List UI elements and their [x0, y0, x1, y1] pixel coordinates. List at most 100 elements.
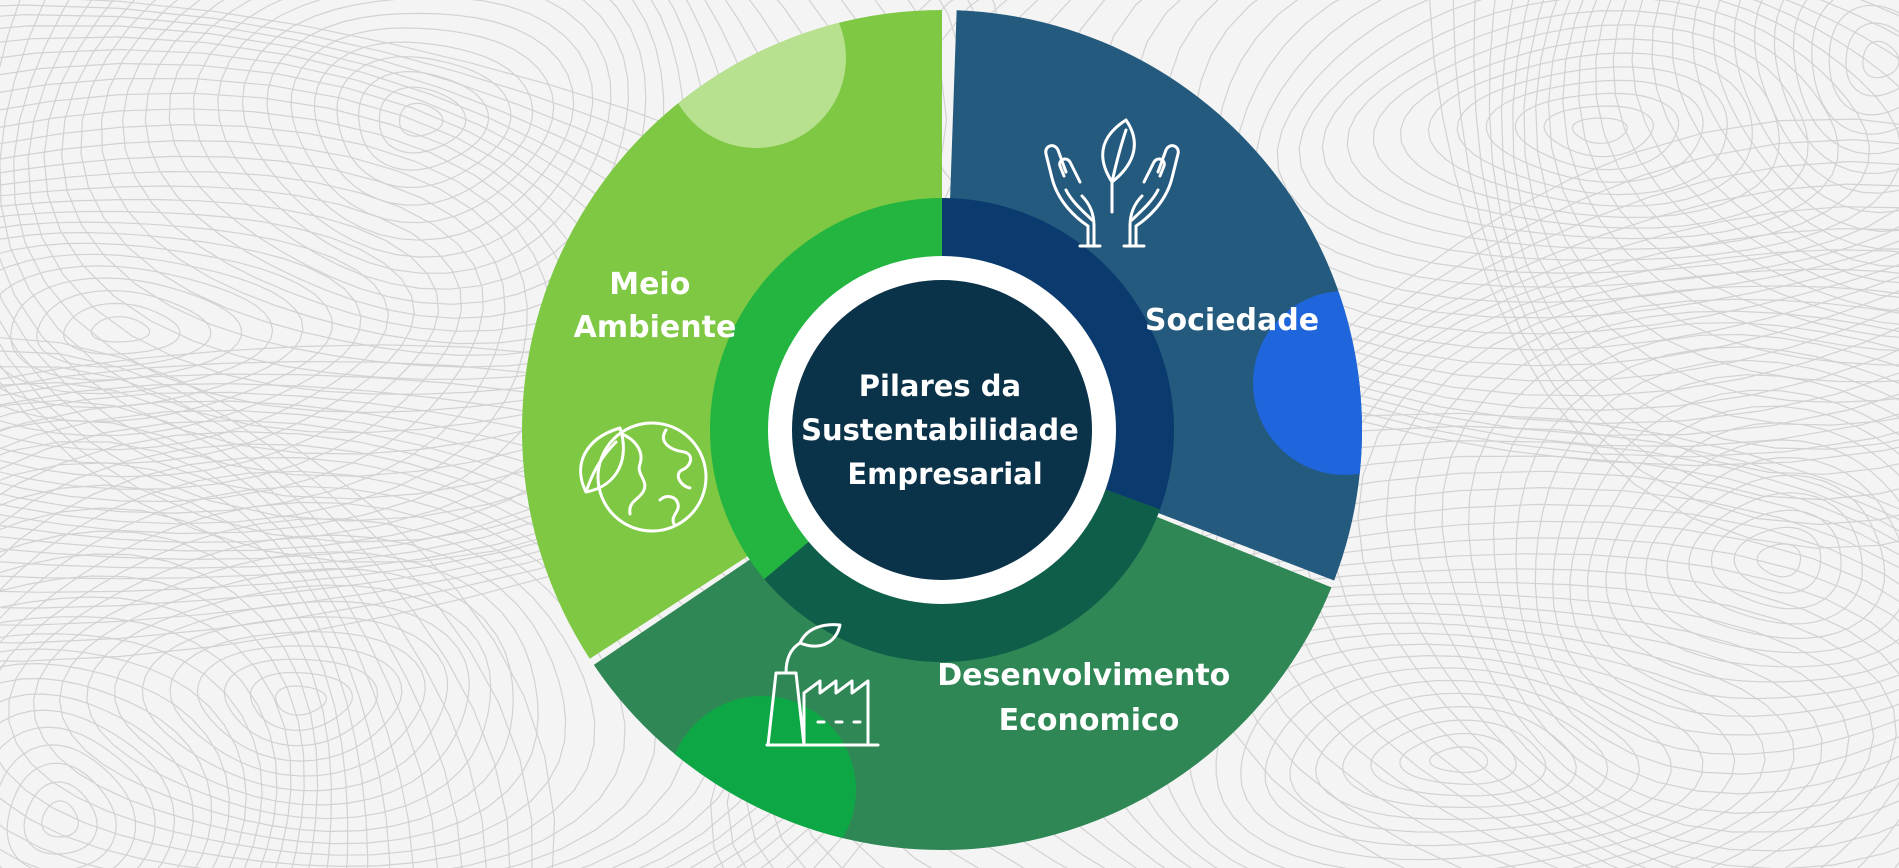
- contour-line: [192, 0, 630, 290]
- contour-line: [1321, 0, 1871, 250]
- label-meio-ambiente-line-1: Meio: [609, 267, 690, 302]
- contour-line: [1666, 474, 1886, 640]
- contour-line: [168, 0, 647, 305]
- contour-line: [0, 693, 194, 868]
- contour-line: [0, 36, 774, 593]
- contour-line: [1385, 285, 1899, 868]
- label-desenvolvimento-economico-line-1: Desenvolvimento: [937, 658, 1230, 693]
- contour-line: [0, 501, 626, 868]
- contour-line: [1792, 0, 1899, 155]
- contour-line: [0, 185, 462, 490]
- contour-line: [1733, 526, 1822, 594]
- contour-line: [0, 48, 735, 580]
- contour-line: [0, 616, 278, 868]
- contour-line: [0, 709, 176, 868]
- contour-line: [141, 616, 449, 792]
- contour-line: [1399, 733, 1517, 785]
- contour-line: [0, 553, 319, 868]
- contour-line: [0, 108, 586, 544]
- contour-line: [58, 567, 514, 833]
- contour-line: [1264, 667, 1672, 847]
- contour-line: [1255, 0, 1899, 288]
- contour-line: [1595, 0, 1899, 325]
- contour-line: [1586, 405, 1899, 700]
- contour-line: [169, 631, 426, 777]
- contour-line: [0, 62, 696, 569]
- contour-line: [1845, 22, 1899, 97]
- label-meio-ambiente-line-2: Ambiente: [574, 310, 737, 345]
- contour-line: [0, 648, 247, 868]
- contour-line: [1500, 0, 1899, 450]
- contour-line: [1429, 0, 1899, 549]
- contour-line: [1357, 268, 1899, 868]
- contour-line: [0, 337, 556, 868]
- contour-line: [313, 41, 534, 206]
- contour-line: [1535, 0, 1899, 383]
- contour-line: [90, 316, 151, 343]
- contour-line: [1569, 389, 1899, 717]
- contour-line: [1534, 359, 1899, 755]
- contour-line: [1315, 692, 1609, 821]
- contour-line: [0, 4, 882, 644]
- contour-line: [1399, 38, 1781, 219]
- contour-line: [0, 677, 213, 868]
- contour-line: [223, 658, 379, 747]
- contour-line: [1710, 509, 1842, 610]
- contour-line: [0, 265, 274, 395]
- contour-line: [1235, 0, 1899, 303]
- contour-line: [1631, 0, 1899, 298]
- contour-line: [23, 781, 98, 855]
- contour-line: [1276, 0, 1899, 274]
- contour-line: [0, 123, 554, 535]
- contour-line: [0, 443, 750, 868]
- contour-line: [357, 70, 490, 171]
- contour-line: [1523, 0, 1899, 404]
- contour-line: [1543, 105, 1654, 158]
- contour-line: [1346, 10, 1839, 240]
- contour-line: [1277, 206, 1899, 868]
- contour-line: [0, 485, 657, 868]
- contour-line: [0, 662, 230, 868]
- contour-line: [0, 77, 658, 561]
- contour-line: [1492, 333, 1899, 795]
- contour-line: [0, 430, 779, 868]
- hands-plant-icon: [1044, 118, 1180, 248]
- contour-line: [0, 210, 415, 465]
- contour-swirl: [0, 337, 556, 868]
- contour-line: [0, 155, 506, 514]
- contour-line: [0, 242, 333, 423]
- label-desenvolvimento-economico-line-2: Economico: [999, 703, 1180, 738]
- contour-line: [1862, 40, 1899, 79]
- contour-line: [0, 0, 915, 662]
- contour-line: [0, 92, 621, 552]
- contour-line: [1215, 643, 1736, 868]
- contour-line: [1651, 0, 1899, 284]
- contour-line: [1298, 0, 1899, 261]
- inner-ring-meio-ambiente: [710, 198, 942, 580]
- contour-line: [1413, 298, 1899, 852]
- contour-line: [0, 530, 332, 868]
- contour-line: [0, 518, 596, 868]
- contour-line: [1773, 0, 1899, 174]
- contour-line: [1473, 0, 1899, 501]
- contour-line: [0, 13, 846, 626]
- contour-line: [114, 600, 470, 806]
- segment-sociedade-accent: [1253, 291, 1362, 475]
- contour-line: [0, 221, 390, 451]
- contour-line: [1370, 719, 1547, 797]
- contour-line: [1452, 0, 1899, 526]
- contour-line: [1427, 52, 1753, 207]
- factory-leaf-icon: [765, 623, 880, 747]
- contour-line: [1456, 66, 1728, 196]
- contour-line: [1571, 117, 1628, 144]
- contour-line: [0, 170, 484, 503]
- contour-line: [0, 231, 362, 437]
- contour-line: [1712, 0, 1899, 233]
- contour-line: [41, 800, 79, 838]
- contour-line: [266, 12, 575, 241]
- contour-line: [1488, 0, 1899, 475]
- contour-line: [0, 507, 349, 868]
- contour-line: [1733, 0, 1899, 214]
- contour-line: [1753, 0, 1899, 194]
